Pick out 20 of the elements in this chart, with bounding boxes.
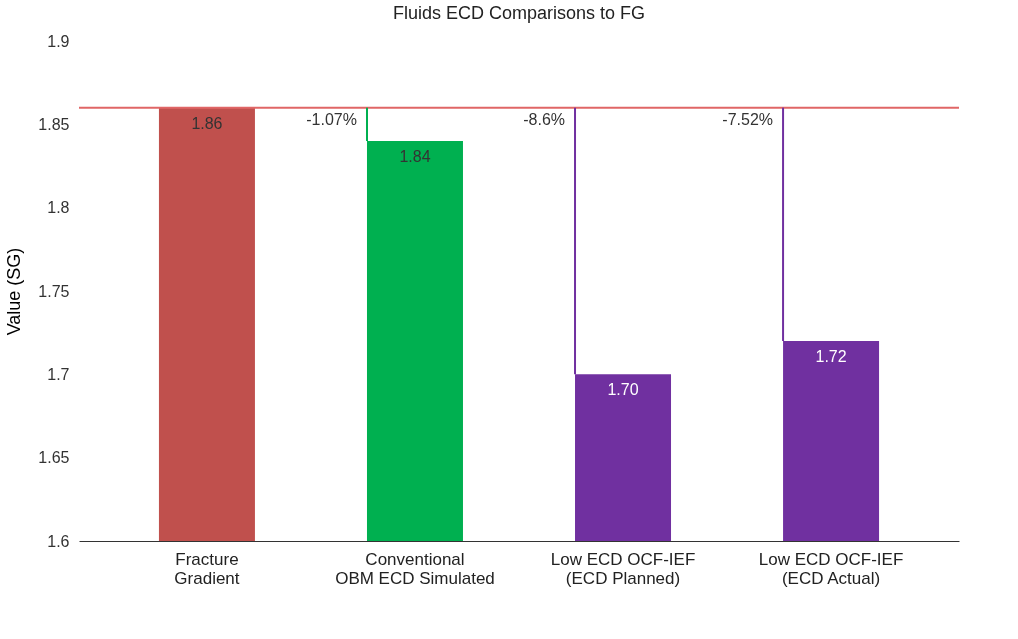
data-label: 1.72 bbox=[815, 348, 847, 365]
annotation: -1.07% bbox=[306, 110, 357, 128]
x-tick-label: Fracture Gradient bbox=[174, 549, 240, 588]
annotation: -8.6% bbox=[523, 110, 566, 128]
y-tick-label: 1.85 bbox=[38, 115, 70, 133]
x-tick-label: Low ECD OCF-IEF (ECD Actual) bbox=[758, 549, 904, 588]
y-tick-label: 1.9 bbox=[47, 32, 70, 50]
x-tick-label: Low ECD OCF-IEF (ECD Planned) bbox=[550, 549, 696, 588]
y-tick-label: 1.65 bbox=[38, 449, 70, 467]
data-label: 1.84 bbox=[399, 148, 431, 165]
y-tick-label: 1.7 bbox=[47, 365, 70, 383]
data-label: 1.70 bbox=[607, 381, 639, 399]
y-tick-label: 1.8 bbox=[47, 199, 70, 217]
y-tick-label: 1.75 bbox=[38, 282, 70, 300]
y-axis-title: Value (SG) bbox=[4, 247, 25, 336]
y-tick-label: 1.6 bbox=[47, 532, 70, 550]
chart-title: Fluids ECD Comparisons to FG bbox=[392, 3, 646, 23]
data-label: 1.86 bbox=[191, 114, 223, 132]
annotation: -7.52% bbox=[722, 110, 774, 128]
x-tick-label: Conventional OBM ECD Simulated bbox=[335, 549, 495, 588]
